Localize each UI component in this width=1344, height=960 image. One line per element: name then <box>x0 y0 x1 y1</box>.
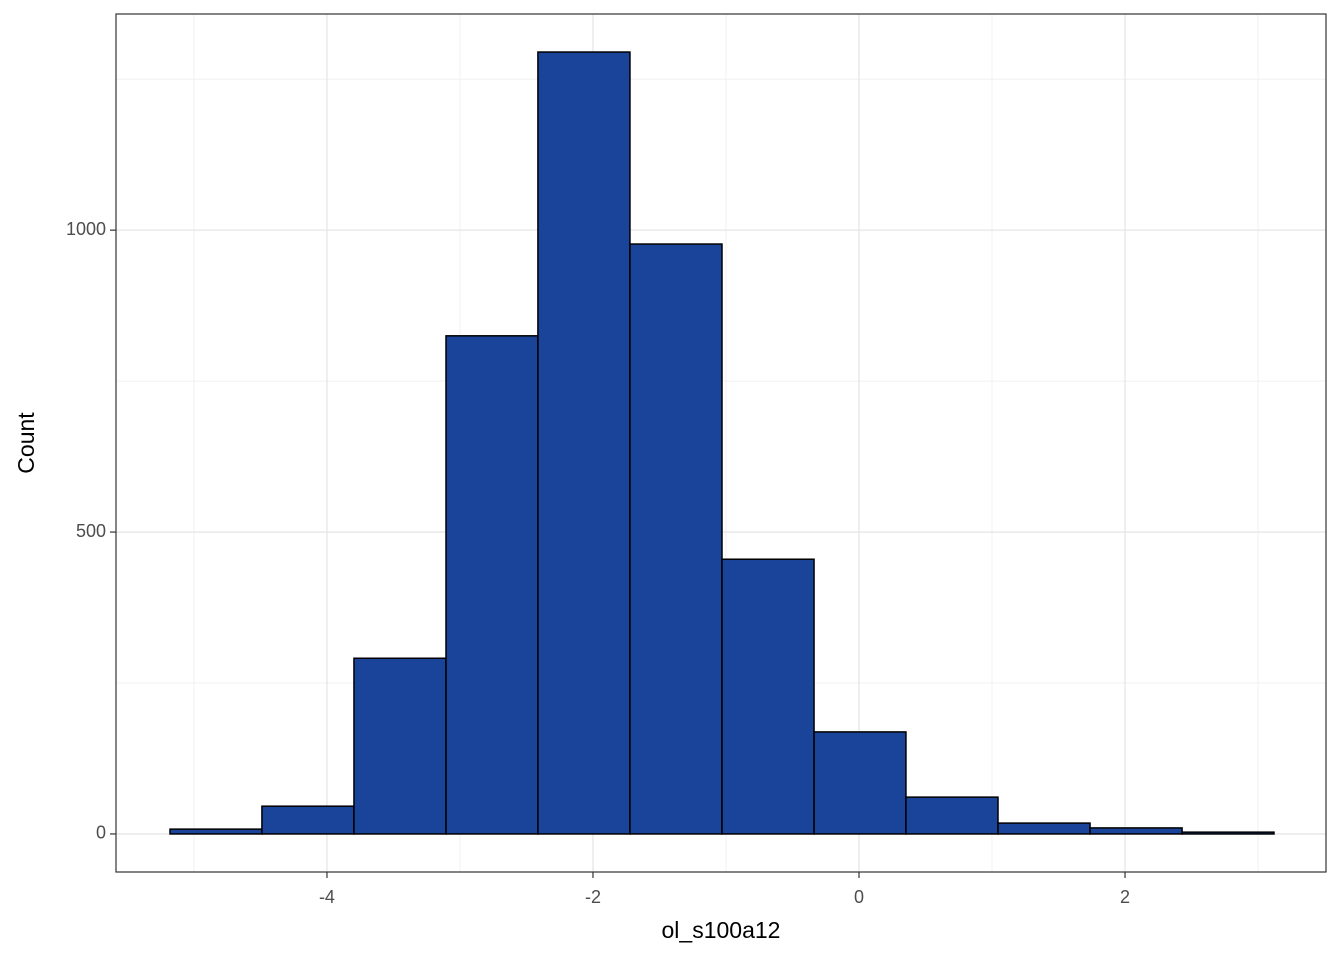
bar <box>353 657 447 835</box>
bar <box>997 822 1091 835</box>
x-axis-title: ol_s100a12 <box>662 917 781 943</box>
x-tick-label: -4 <box>319 887 335 907</box>
bar <box>1089 827 1183 835</box>
panel-border <box>115 13 1327 873</box>
y-axis-title: Count <box>13 412 39 474</box>
y-tick-label: 500 <box>76 521 106 541</box>
bar <box>169 828 263 835</box>
x-tick-label: 2 <box>1120 887 1130 907</box>
bar <box>261 805 355 835</box>
bar <box>813 731 907 835</box>
bars <box>169 51 1275 835</box>
bar <box>721 558 815 835</box>
bar <box>445 335 539 835</box>
bar <box>629 243 723 835</box>
y-tick-label: 0 <box>96 823 106 843</box>
bar <box>905 796 999 835</box>
x-tick-label: -2 <box>585 887 601 907</box>
x-tick-label: 0 <box>854 887 864 907</box>
y-tick-label: 1000 <box>66 219 106 239</box>
bar <box>1181 831 1275 835</box>
bar <box>537 51 631 835</box>
